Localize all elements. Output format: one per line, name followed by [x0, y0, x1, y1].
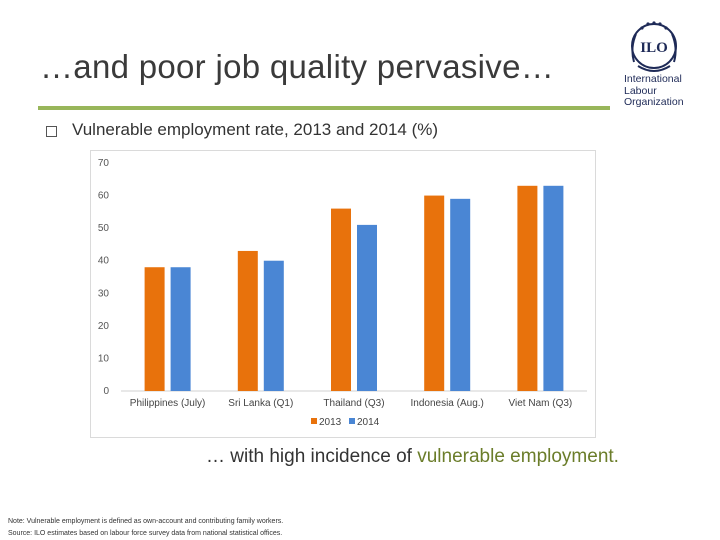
- x-tick-label: Thailand (Q3): [323, 398, 384, 409]
- x-tick-label: Philippines (July): [130, 398, 206, 409]
- legend-swatch-2014: [349, 418, 355, 424]
- bar-2014: [543, 185, 564, 391]
- y-tick-label: 60: [98, 191, 110, 202]
- logo-line-1: International: [624, 73, 682, 85]
- legend-label-2013: 2013: [319, 417, 342, 428]
- ilo-logo: ILO: [620, 18, 688, 114]
- logo-line-2: Labour: [624, 84, 657, 97]
- legend-swatch-2013: [311, 418, 317, 424]
- slide-title: …and poor job quality pervasive…: [40, 48, 555, 85]
- legend-label-2014: 2014: [357, 417, 380, 428]
- y-tick-label: 50: [98, 223, 110, 234]
- y-tick-label: 0: [103, 386, 109, 397]
- x-tick-label: Viet Nam (Q3): [509, 398, 573, 409]
- x-tick-label: Sri Lanka (Q1): [228, 398, 293, 409]
- tagline: … with high incidence of vulnerable empl…: [206, 446, 619, 468]
- y-tick-label: 10: [98, 353, 110, 364]
- footnote: Note: Vulnerable employment is defined a…: [8, 518, 284, 525]
- chart-heading: Vulnerable employment rate, 2013 and 201…: [72, 120, 439, 139]
- bar-2014: [170, 267, 191, 391]
- bar-2013: [517, 185, 538, 391]
- bar-2013: [237, 250, 258, 391]
- y-tick-label: 20: [98, 321, 110, 332]
- bar-2013: [144, 267, 165, 391]
- y-tick-label: 70: [98, 158, 110, 169]
- logo-emblem-text: ILO: [640, 40, 668, 56]
- vulnerable-employment-bar-chart: 0 10 20 30 40 50 60 70 Philippines (July) Sri Lan…: [98, 158, 587, 428]
- logo-line-3: Organization: [624, 96, 684, 108]
- bar-2014: [357, 224, 377, 391]
- bar-2013: [331, 208, 351, 391]
- bar-2014: [263, 260, 284, 391]
- x-tick-label: Indonesia (Aug.): [411, 398, 484, 409]
- chart-frame: 0 10 20 30 40 50 60 70 Philippines (July) Sri Lan…: [90, 150, 596, 438]
- y-tick-label: 40: [98, 256, 110, 267]
- y-tick-label: 30: [98, 288, 110, 299]
- bar-2014: [450, 198, 471, 391]
- tagline-highlight: vulnerable employment.: [417, 446, 619, 467]
- ilo-emblem-icon: ILO: [631, 21, 677, 72]
- title-underline: [38, 106, 610, 110]
- tagline-lead: … with high incidence of: [206, 446, 418, 467]
- bar-2013: [424, 195, 445, 391]
- logo-wordmark: International Labour Organization: [624, 73, 684, 109]
- bullet-square-icon: [46, 126, 57, 137]
- source-note: Source: ILO estimates based on labour fo…: [8, 530, 283, 537]
